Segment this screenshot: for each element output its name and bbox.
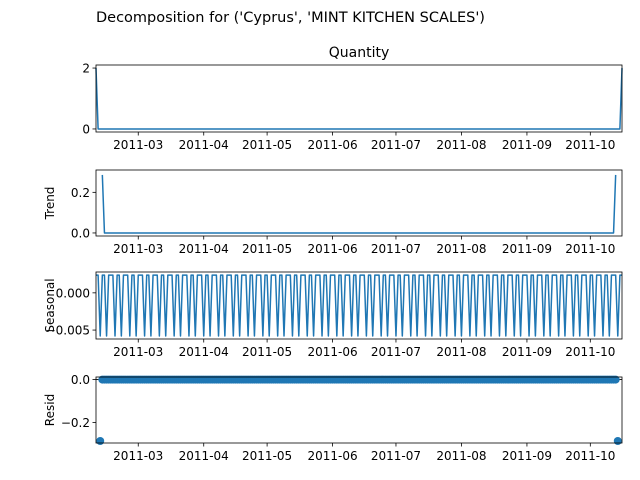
resid-xtick-label: 2011-10 [565, 449, 615, 463]
observed-xtick-label: 2011-03 [113, 138, 163, 152]
resid-xtick-label: 2011-09 [502, 449, 552, 463]
seasonal-axes-frame [95, 271, 623, 340]
trend-xtick-label: 2011-07 [371, 242, 421, 256]
seasonal-xtick-label: 2011-05 [242, 345, 292, 359]
observed-ytick-label: 2 [82, 62, 90, 76]
seasonal-xtick-label: 2011-10 [565, 345, 615, 359]
resid-xtick-label: 2011-08 [436, 449, 486, 463]
observed-xtick-label: 2011-09 [502, 138, 552, 152]
trend-xtick-label: 2011-09 [502, 242, 552, 256]
trend-xtick-label: 2011-08 [436, 242, 486, 256]
trend-series-line [101, 174, 617, 234]
trend-axes-frame [95, 169, 623, 237]
observed-xtick-label: 2011-04 [179, 138, 229, 152]
resid-xtick-label: 2011-03 [113, 449, 163, 463]
seasonal-series-line [96, 274, 622, 337]
trend-xtick-label: 2011-03 [113, 242, 163, 256]
figure-suptitle: Decomposition for ('Cyprus', 'MINT KITCH… [96, 10, 485, 26]
seasonal-xtick-label: 2011-03 [113, 345, 163, 359]
trend-ytick-label: 0.2 [71, 186, 90, 200]
observed-xtick-label: 2011-06 [308, 138, 358, 152]
resid-outlier-point [96, 437, 105, 445]
seasonal-ytick-label: 0.000 [56, 286, 90, 300]
observed-xtick-label: 2011-08 [436, 138, 486, 152]
resid-xtick-label: 2011-05 [242, 449, 292, 463]
trend-xtick-label: 2011-10 [565, 242, 615, 256]
resid-point [611, 375, 620, 384]
resid-ytick-label: 0.0 [71, 373, 90, 387]
seasonal-xtick-label: 2011-09 [502, 345, 552, 359]
seasonal-xtick-label: 2011-04 [179, 345, 229, 359]
trend-xtick-label: 2011-05 [242, 242, 292, 256]
observed-xtick-label: 2011-07 [371, 138, 421, 152]
seasonal-xtick-label: 2011-07 [371, 345, 421, 359]
observed-ytick-label: 0 [82, 122, 90, 136]
resid-ytick-label: −0.2 [61, 416, 90, 430]
observed-xtick-label: 2011-05 [242, 138, 292, 152]
seasonal-ylabel: Seasonal [43, 278, 57, 332]
resid-xtick-label: 2011-06 [308, 449, 358, 463]
observed-series-line [95, 68, 623, 130]
trend-ylabel: Trend [43, 187, 57, 221]
trend-xtick-label: 2011-04 [179, 242, 229, 256]
seasonal-xtick-label: 2011-08 [436, 345, 486, 359]
resid-xtick-label: 2011-07 [371, 449, 421, 463]
observed-xtick-label: 2011-10 [565, 138, 615, 152]
resid-ylabel: Resid [43, 394, 57, 426]
observed-title: Quantity [329, 45, 390, 61]
trend-ytick-label: 0.0 [71, 226, 90, 240]
seasonal-xtick-label: 2011-06 [308, 345, 358, 359]
resid-axes-frame [95, 376, 623, 444]
seasonal-ytick-label: −0.005 [46, 324, 90, 338]
resid-xtick-label: 2011-04 [179, 449, 229, 463]
trend-xtick-label: 2011-06 [308, 242, 358, 256]
observed-axes-frame [95, 64, 623, 133]
resid-outlier-point [613, 437, 622, 445]
